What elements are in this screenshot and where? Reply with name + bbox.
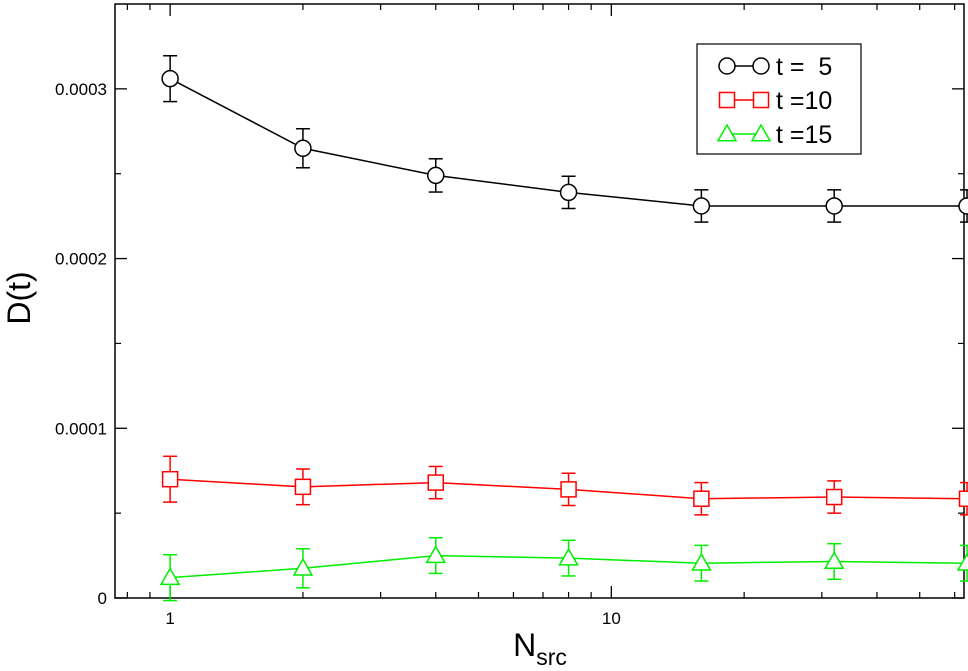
legend-marker-right bbox=[752, 57, 770, 75]
series-2 bbox=[161, 455, 968, 516]
data-point bbox=[958, 197, 968, 215]
x-axis-title: Nsrc bbox=[513, 627, 567, 670]
legend-marker-right bbox=[752, 91, 770, 109]
x-axis-title-subscript: src bbox=[536, 644, 567, 670]
data-point bbox=[559, 183, 578, 202]
legend: t = 5 t =10 t =15 bbox=[696, 43, 862, 155]
data-point bbox=[825, 488, 843, 506]
data-point bbox=[691, 552, 712, 571]
legend-entry-3: t =15 bbox=[716, 121, 832, 149]
x-tick-label: 1 bbox=[165, 609, 174, 628]
data-point bbox=[159, 567, 181, 586]
legend-marker-right bbox=[750, 123, 772, 142]
data-point bbox=[560, 481, 577, 498]
data-point bbox=[558, 547, 579, 566]
data-point bbox=[956, 552, 968, 571]
legend-label: t =10 bbox=[776, 87, 832, 115]
y-tick-label: 0.0003 bbox=[55, 80, 107, 99]
data-point bbox=[294, 139, 312, 158]
legend-marker-left bbox=[716, 123, 738, 142]
legend-label: t = 5 bbox=[776, 53, 832, 81]
series-3 bbox=[159, 537, 968, 602]
axis-ticks: 0 0.0001 0.0002 0.0003 1 10 bbox=[55, 4, 964, 628]
data-point bbox=[294, 478, 312, 496]
data-point bbox=[693, 490, 710, 507]
data-point bbox=[425, 545, 447, 564]
y-tick-label: 0 bbox=[98, 589, 107, 608]
y-tick-label: 0.0002 bbox=[55, 250, 107, 269]
legend-entry-1: t = 5 bbox=[718, 53, 832, 81]
x-axis-title-main: N bbox=[513, 627, 536, 663]
y-axis-title: D(t) bbox=[1, 271, 37, 324]
data-point bbox=[292, 557, 314, 576]
data-point bbox=[161, 69, 179, 88]
x-tick-label: 10 bbox=[602, 609, 621, 628]
data-point bbox=[161, 470, 179, 488]
y-tick-label: 0.0001 bbox=[55, 419, 107, 438]
data-point bbox=[427, 166, 445, 185]
data-point bbox=[692, 197, 711, 215]
legend-label: t =15 bbox=[776, 121, 832, 149]
data-point bbox=[825, 197, 843, 215]
series-group bbox=[159, 55, 968, 602]
data-point bbox=[427, 474, 445, 491]
series-1 bbox=[161, 55, 968, 223]
legend-marker-left bbox=[718, 91, 736, 109]
legend-entry-2: t =10 bbox=[718, 87, 832, 115]
data-point bbox=[823, 550, 845, 570]
legend-marker-left bbox=[718, 57, 736, 75]
plot-frame bbox=[114, 3, 965, 599]
data-point bbox=[958, 490, 968, 507]
